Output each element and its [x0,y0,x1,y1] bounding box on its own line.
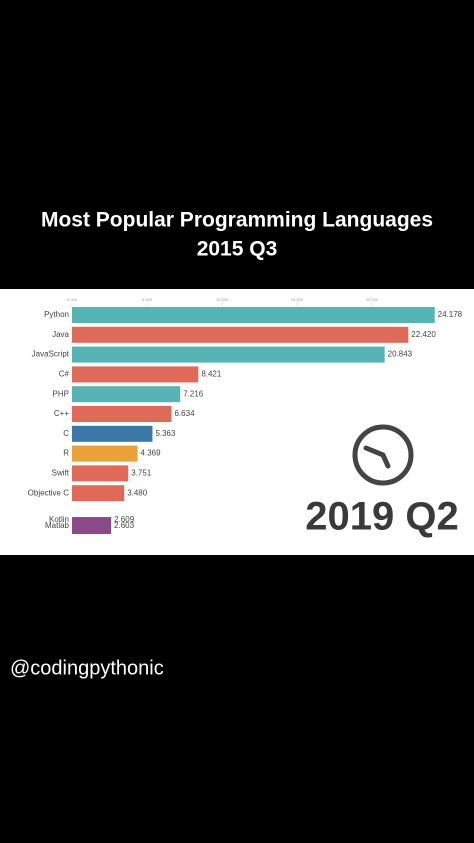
bar [72,366,199,383]
bar [72,465,129,482]
value-label: 6.634 [175,409,196,418]
category-label: Kotlin [49,515,69,524]
category-label: Python [44,310,69,319]
x-tick-label: 20.000 [366,297,379,302]
bar [72,346,385,363]
value-label: 2.603 [114,521,135,530]
clock-face [352,424,414,486]
value-label: 7.216 [183,389,204,398]
clock-icon [352,424,414,486]
bar [72,406,172,422]
value-label: 3.751 [131,469,152,478]
bar [72,518,112,534]
handle: @codingpythonic [10,657,164,679]
value-label: 4.369 [141,449,162,458]
category-label: Swift [52,469,70,478]
value-label: 22.420 [411,330,436,339]
x-tick-label: 15.000 [291,297,304,302]
x-tick-label: 5.000 [142,297,153,302]
value-label: 20.843 [388,350,413,359]
x-tick-label: 10.000 [216,297,229,302]
clock-hand [363,445,386,458]
value-label: 3.480 [127,488,148,497]
category-label: C# [59,370,70,379]
x-tick-label: 0.000 [67,297,78,302]
clock-hand [380,452,391,469]
bar [72,386,181,403]
category-label: R [63,449,69,458]
category-label: JavaScript [32,350,70,359]
bar [72,425,153,442]
category-label: Matlab [45,521,70,530]
period-label: 2019 Q2 [305,495,458,539]
category-label: C [63,429,69,438]
bar [72,485,125,502]
value-label: 5.363 [155,429,176,438]
category-label: Java [52,330,69,339]
value-label: 2.609 [114,515,135,524]
value-label: 8.421 [201,370,222,379]
chart-subtitle: 2015 Q3 [197,238,278,261]
bar [72,445,138,462]
category-label: PHP [53,389,69,398]
bar [72,326,409,343]
bar [72,307,435,323]
value-label: 24.178 [438,310,463,319]
category-label: Objective C [28,488,70,497]
chart-title: Most Popular Programming Languages [41,209,433,232]
category-label: C++ [54,409,69,418]
